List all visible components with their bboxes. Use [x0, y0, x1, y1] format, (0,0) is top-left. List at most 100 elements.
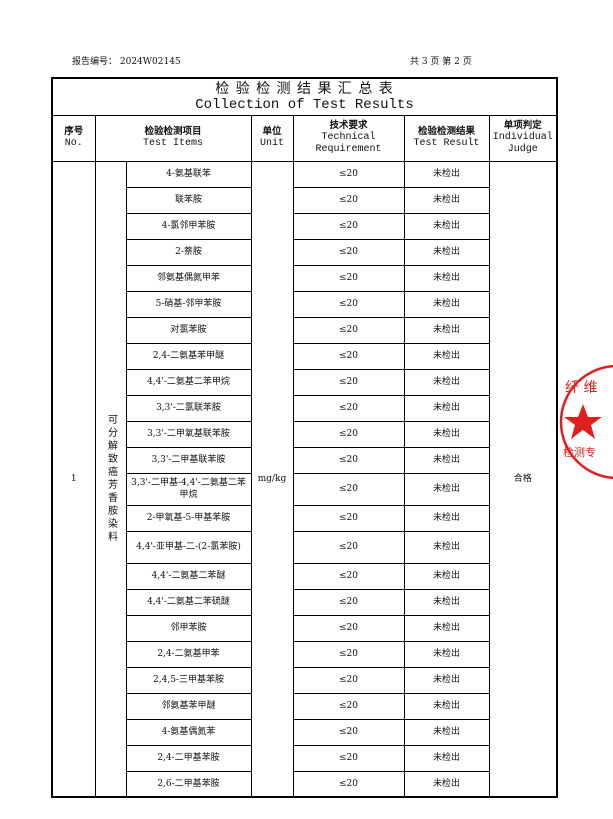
item: 4,4'-亚甲基-二-(2-氯苯胺): [125, 530, 252, 564]
item: 4,4'-二氨基二苯甲烷: [125, 368, 252, 396]
report-number: 报告编号： 2024W02145: [72, 57, 181, 67]
item: 3,3'-二甲基联苯胺: [125, 446, 252, 474]
title-en: Collection of Test Results: [195, 96, 414, 113]
item: 5-硝基-邻甲苯胺: [125, 290, 252, 318]
stamp: 纤 维 检测专: [559, 364, 613, 480]
result: 未检出: [403, 264, 490, 292]
requirement: ≤20: [292, 614, 405, 642]
header-cn: 单位: [262, 126, 282, 137]
header-cn: 检验检测项目: [144, 126, 202, 137]
item: 2-萘胺: [125, 238, 252, 266]
column-header: 序号 No.: [51, 114, 96, 162]
result-row: 2,6-二甲基苯胺 ≤20 未检出: [52, 770, 557, 798]
item: 2,4,5-三甲基苯胺: [125, 666, 252, 694]
header-cn: 技术要求: [329, 120, 368, 131]
results-table: 检 验 检 测 结 果 汇 总 表 Collection of Test Res…: [51, 77, 558, 798]
result: 未检出: [403, 666, 490, 694]
result-row: 联苯胺 ≤20 未检出: [52, 186, 557, 214]
result: 未检出: [403, 212, 490, 240]
header-en: Unit: [259, 138, 284, 149]
result-row: 邻氨基偶氮甲苯 ≤20 未检出: [52, 264, 557, 292]
header-cn: 单项判定: [503, 120, 542, 131]
requirement: ≤20: [292, 316, 405, 344]
item: 联苯胺: [125, 186, 252, 214]
result: 未检出: [403, 160, 490, 188]
result: 未检出: [403, 342, 490, 370]
header-en: Test Result: [413, 138, 480, 149]
result: 未检出: [403, 368, 490, 396]
item: 3,3'-二甲氧基联苯胺: [125, 420, 252, 448]
result-row: 2-甲氧基-5-甲基苯胺 ≤20 未检出: [52, 504, 557, 532]
requirement: ≤20: [292, 640, 405, 668]
result-row: 3,3'-二甲基-4,4'-二氨基二苯甲烷 ≤20 未检出: [52, 472, 557, 506]
result: 未检出: [403, 290, 490, 318]
item: 3,3'-二氯联苯胺: [125, 394, 252, 422]
requirement: ≤20: [292, 212, 405, 240]
result: 未检出: [403, 316, 490, 344]
result: 未检出: [403, 446, 490, 474]
result-row: 3,3'-二甲氧基联苯胺 ≤20 未检出: [52, 420, 557, 448]
item: 2,6-二甲基苯胺: [125, 770, 252, 798]
item: 4-氨基联苯: [125, 160, 252, 188]
item: 3,3'-二甲基-4,4'-二氨基二苯甲烷: [125, 472, 252, 506]
stamp-top: 纤 维: [565, 380, 597, 396]
result: 未检出: [403, 504, 490, 532]
result: 未检出: [403, 472, 490, 506]
requirement: ≤20: [292, 472, 405, 506]
header-en: Individual Judge: [492, 132, 553, 155]
result-row: 4-氯邻甲苯胺 ≤20 未检出: [52, 212, 557, 240]
title-cell: 检 验 检 测 结 果 汇 总 表 Collection of Test Res…: [51, 77, 558, 116]
item: 4,4'-二氨基二苯醚: [125, 562, 252, 590]
result-row: 4,4'-二氨基二苯甲烷 ≤20 未检出: [52, 368, 557, 396]
judge: 合格: [488, 160, 558, 798]
item: 2,4-二甲基苯胺: [125, 744, 252, 772]
result-row: 3,3'-二甲基联苯胺 ≤20 未检出: [52, 446, 557, 474]
item: 2,4-二氨基甲苯: [125, 640, 252, 668]
result-row: 2,4,5-三甲基苯胺 ≤20 未检出: [52, 666, 557, 694]
requirement: ≤20: [292, 744, 405, 772]
requirement: ≤20: [292, 342, 405, 370]
result: 未检出: [403, 238, 490, 266]
category-cell: 可分解致癌芳香胺染料: [94, 160, 127, 798]
result-row: 3,3'-二氯联苯胺 ≤20 未检出: [52, 394, 557, 422]
result: 未检出: [403, 588, 490, 616]
result-row: 4,4'-二氨基二苯醚 ≤20 未检出: [52, 562, 557, 590]
requirement: ≤20: [292, 562, 405, 590]
category: 可分解致癌芳香胺染料: [105, 413, 117, 544]
result-row: 4,4'-亚甲基-二-(2-氯苯胺) ≤20 未检出: [52, 530, 557, 564]
result-row: 邻甲苯胺 ≤20 未检出: [52, 614, 557, 642]
item: 对氯苯胺: [125, 316, 252, 344]
result: 未检出: [403, 186, 490, 214]
requirement: ≤20: [292, 692, 405, 720]
result: 未检出: [403, 420, 490, 448]
requirement: ≤20: [292, 394, 405, 422]
result-row: 2,4-二氨基甲苯 ≤20 未检出: [52, 640, 557, 668]
unit: mg/kg: [250, 160, 294, 798]
requirement: ≤20: [292, 264, 405, 292]
requirement: ≤20: [292, 504, 405, 532]
result-row: 2,4-二氨基苯甲醚 ≤20 未检出: [52, 342, 557, 370]
requirement: ≤20: [292, 666, 405, 694]
result-row: 4-氨基偶氮苯 ≤20 未检出: [52, 718, 557, 746]
requirement: ≤20: [292, 368, 405, 396]
requirement: ≤20: [292, 770, 405, 798]
stamp-ring: [559, 364, 613, 480]
no-cell: 1: [51, 160, 96, 798]
stamp-star: [564, 404, 602, 439]
requirement: ≤20: [292, 718, 405, 746]
header-cn: 序号: [64, 126, 84, 137]
requirement: ≤20: [292, 530, 405, 564]
item: 邻氨基偶氮甲苯: [125, 264, 252, 292]
requirement: ≤20: [292, 588, 405, 616]
page-count: 共 3 页 第 2 页: [410, 57, 472, 67]
result: 未检出: [403, 640, 490, 668]
result-row: 5-硝基-邻甲苯胺 ≤20 未检出: [52, 290, 557, 318]
header-en: Technical Requirement: [315, 132, 382, 155]
item: 邻氨基苯甲醚: [125, 692, 252, 720]
result-row: 4,4'-二氨基二苯硫醚 ≤20 未检出: [52, 588, 557, 616]
column-header: 检验检测结果 Test Result: [403, 114, 490, 162]
column-header: 检验检测项目 Test Items: [94, 114, 252, 162]
header-cn: 检验检测结果: [417, 126, 475, 137]
result: 未检出: [403, 530, 490, 564]
